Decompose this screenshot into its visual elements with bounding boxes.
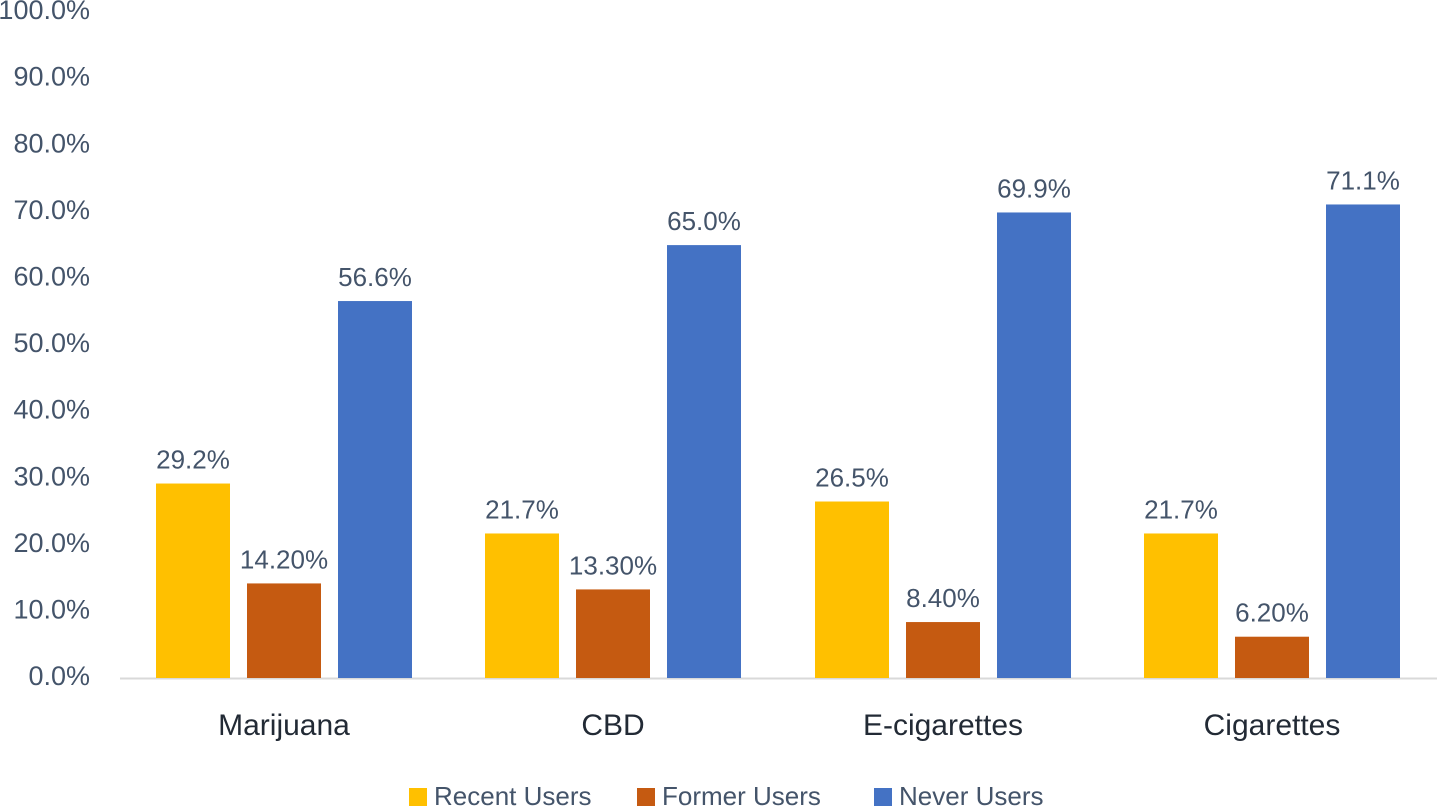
y-tick-label: 40.0% — [13, 395, 90, 425]
data-label: 56.6% — [338, 262, 412, 292]
data-label: 71.1% — [1326, 165, 1400, 195]
bar — [667, 245, 741, 678]
legend-label: Never Users — [899, 781, 1043, 808]
category-label: Cigarettes — [1204, 709, 1341, 742]
bar — [576, 589, 650, 678]
bar — [997, 212, 1071, 678]
data-label: 14.20% — [240, 544, 328, 574]
x-axis: Marijuana CBD E-cigarettes Cigarettes — [218, 709, 1340, 742]
data-label: 69.9% — [997, 173, 1071, 203]
legend-label: Former Users — [662, 781, 821, 808]
data-label: 13.30% — [569, 550, 657, 580]
legend-swatch — [874, 788, 892, 806]
category-label: Marijuana — [218, 709, 350, 742]
bar — [156, 483, 230, 678]
y-tick-label: 30.0% — [13, 461, 90, 491]
y-tick-label: 20.0% — [13, 528, 90, 558]
bar — [815, 501, 889, 678]
data-label: 65.0% — [667, 206, 741, 236]
y-tick-label: 50.0% — [13, 328, 90, 358]
y-tick-label: 60.0% — [13, 262, 90, 292]
bar — [1144, 533, 1218, 678]
legend-swatch — [409, 788, 427, 806]
bar — [485, 533, 559, 678]
y-tick-label: 0.0% — [28, 661, 90, 691]
bar — [338, 301, 412, 678]
bars — [156, 204, 1400, 678]
data-label: 26.5% — [815, 462, 889, 492]
bar — [1235, 636, 1309, 678]
data-label: 21.7% — [1144, 494, 1218, 524]
bar — [247, 583, 321, 678]
y-tick-label: 80.0% — [13, 128, 90, 158]
y-tick-label: 10.0% — [13, 595, 90, 625]
legend: Recent Users Former Users Never Users — [409, 781, 1043, 808]
y-tick-label: 90.0% — [13, 62, 90, 92]
legend-label: Recent Users — [434, 781, 592, 808]
y-tick-label: 100.0% — [0, 0, 90, 25]
y-axis: 0.0% 10.0% 20.0% 30.0% 40.0% 50.0% 60.0% 70.0% 8… — [0, 0, 1437, 691]
category-label: E-cigarettes — [863, 709, 1023, 742]
legend-swatch — [637, 788, 655, 806]
data-label: 8.40% — [906, 583, 980, 613]
bar — [1326, 204, 1400, 678]
category-label: CBD — [581, 709, 644, 742]
data-label: 29.2% — [156, 444, 230, 474]
bar — [906, 622, 980, 678]
data-label: 6.20% — [1235, 598, 1309, 628]
y-tick-label: 70.0% — [13, 195, 90, 225]
data-labels: 29.2% 14.20% 56.6% 21.7% 13.30% 65.0% 26.5% 8.4… — [156, 165, 1400, 627]
data-label: 21.7% — [485, 494, 559, 524]
